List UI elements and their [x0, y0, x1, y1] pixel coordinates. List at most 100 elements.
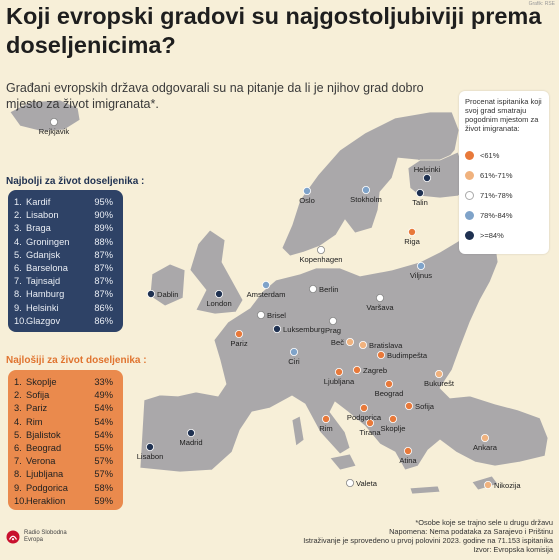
city-label: Lisabon — [137, 452, 164, 461]
city-marker — [416, 261, 425, 270]
ranking-rank: 3. — [14, 403, 22, 414]
legend-label: 61%-71% — [480, 170, 513, 180]
city-label: Talin — [412, 198, 428, 207]
city-label: Helsinki — [414, 165, 441, 174]
ranking-pct: 54% — [94, 416, 113, 427]
city-label: Varšava — [366, 303, 394, 312]
legend-label: 78%-84% — [480, 210, 513, 220]
ranking-row: 5. Bjalistok 54% — [14, 428, 113, 442]
ranking-pct: 95% — [94, 197, 113, 207]
city-marker — [361, 185, 370, 194]
ranking-row: 7. Verona 57% — [14, 454, 113, 468]
ranking-city: Gdanjsk — [26, 249, 61, 260]
worst-list: 1. Skoplje 33% 2. Sofija 49% 3. Pariz 54% 4. Rim 54… — [8, 370, 123, 510]
footnote: *Osobe koje se trajno sele u drugu držav… — [415, 518, 553, 527]
city-marker — [365, 418, 374, 427]
city-label: Riga — [404, 237, 420, 246]
ranking-rank: 4. — [14, 236, 22, 247]
city-marker — [483, 480, 492, 489]
ranking-city: Pariz — [26, 403, 48, 414]
sardinia-shape — [291, 415, 305, 447]
ranking-city: Ljubljana — [26, 469, 64, 480]
ranking-pct: 89% — [94, 223, 113, 234]
legend-dot — [465, 190, 474, 200]
logo-line: Radio Slobodna — [24, 530, 67, 536]
ranking-city: Sofija — [26, 390, 50, 401]
worst-heading: Najlošiji za život doseljenika : — [6, 355, 147, 366]
ranking-row: 2. Lisabon 90% — [14, 208, 113, 222]
city-marker — [358, 340, 367, 349]
city-label: Ankara — [473, 443, 498, 452]
city-label: Budimpešta — [387, 351, 428, 360]
ranking-row: 2. Sofija 49% — [14, 388, 113, 402]
ranking-pct: 87% — [94, 276, 113, 287]
city-marker — [434, 369, 443, 378]
city-marker — [345, 478, 354, 487]
city-marker — [50, 118, 59, 127]
mainland-shape — [139, 231, 549, 473]
city-label: Kopenhagen — [299, 255, 342, 264]
city-marker — [186, 428, 195, 437]
ranking-city: Heraklion — [26, 495, 66, 506]
city-marker — [316, 245, 325, 254]
ranking-rank: 9. — [14, 302, 22, 313]
ranking-pct: 57% — [94, 469, 113, 480]
city-marker — [261, 280, 270, 289]
city-marker — [375, 293, 384, 302]
ranking-city: Verona — [26, 456, 56, 467]
city-label: Viljnus — [410, 271, 432, 280]
ranking-rank: 1. — [14, 197, 22, 207]
legend-item-78-84: 78%-84% — [465, 209, 513, 221]
page-subtitle: Građani evropskih država odgovarali su n… — [6, 81, 424, 111]
page-title: Koji evropski gradovi su najgostoljubivi… — [6, 3, 542, 58]
city-marker — [345, 337, 354, 346]
ranking-rank: 4. — [14, 416, 22, 427]
footnote: Napomena: Nema podataka za Sarajevo i Pr… — [389, 527, 553, 536]
city-marker — [422, 173, 431, 182]
ranking-rank: 10. — [14, 315, 27, 326]
ranking-pct: 90% — [94, 210, 113, 221]
city-label: Dablin — [157, 290, 179, 299]
legend-dot — [465, 170, 474, 180]
ranking-city: Helsinki — [26, 302, 59, 313]
ranking-city: Barselona — [26, 263, 68, 273]
ranking-pct: 59% — [94, 495, 113, 506]
ranking-row: 4. Groningen 88% — [14, 235, 113, 249]
ranking-rank: 3. — [14, 223, 22, 234]
ranking-rank: 10. — [14, 495, 27, 506]
ranking-pct: 57% — [94, 456, 113, 467]
ranking-rank: 1. — [14, 377, 22, 387]
city-marker — [403, 446, 412, 455]
city-label: Luksemburg — [283, 325, 325, 334]
rfe-logo-icon — [6, 530, 20, 544]
city-label: Atina — [399, 456, 417, 465]
ranking-rank: 9. — [14, 482, 22, 493]
ranking-row: 10. Heraklion 59% — [14, 494, 113, 508]
footnote: Izvor: Evropska komisija — [473, 545, 553, 554]
ranking-rank: 6. — [14, 443, 22, 453]
ranking-row: 1. Skoplje 33% — [14, 375, 113, 389]
ranking-city: Kardif — [26, 197, 51, 207]
city-label: Skoplje — [381, 424, 406, 433]
footnote: Istraživanje je sprovedeno u prvoj polov… — [303, 536, 553, 545]
city-marker — [404, 401, 413, 410]
ranking-city: Braga — [26, 223, 51, 234]
ranking-pct: 33% — [94, 377, 113, 387]
city-marker — [272, 324, 281, 333]
city-marker — [388, 414, 397, 423]
logo-line: Evropa — [24, 537, 44, 543]
ranking-pct: 87% — [94, 249, 113, 260]
city-label: Sofija — [415, 402, 435, 411]
city-marker — [480, 433, 489, 442]
legend-label: 71%-78% — [480, 190, 513, 200]
ranking-row: 5. Gdanjsk 87% — [14, 248, 113, 262]
ranking-rank: 8. — [14, 469, 22, 480]
city-marker — [415, 188, 424, 197]
city-label: Nikozija — [494, 481, 521, 490]
ranking-city: Skoplje — [26, 377, 57, 387]
corner-note: Grafik: RSE — [528, 1, 555, 7]
ranking-pct: 87% — [94, 289, 113, 300]
ranking-rank: 5. — [14, 249, 22, 260]
city-label: Zagreb — [363, 366, 387, 375]
city-marker — [407, 227, 416, 236]
